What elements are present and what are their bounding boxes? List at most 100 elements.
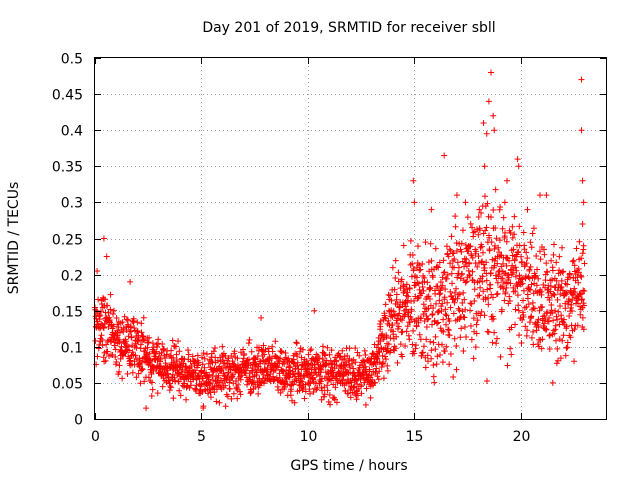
data-point	[439, 341, 446, 348]
data-point	[298, 354, 305, 361]
data-point	[446, 361, 453, 368]
data-point	[400, 242, 407, 249]
y-tick-label: 0.2	[61, 269, 83, 285]
data-point	[132, 352, 139, 359]
data-point	[432, 290, 439, 297]
data-point	[104, 348, 111, 355]
data-point	[546, 296, 553, 303]
data-point	[440, 328, 447, 335]
data-point	[327, 401, 334, 408]
data-point	[374, 373, 381, 380]
data-point	[214, 357, 221, 364]
data-point	[104, 302, 111, 309]
data-point	[249, 365, 256, 372]
data-point	[483, 224, 490, 231]
data-point	[422, 364, 429, 371]
data-point	[526, 319, 533, 326]
data-point	[476, 206, 483, 213]
data-point	[110, 310, 117, 317]
data-point	[580, 287, 587, 294]
data-point	[311, 307, 318, 314]
data-point	[492, 242, 499, 249]
data-point	[559, 244, 566, 251]
data-point	[513, 267, 520, 274]
data-point	[245, 340, 252, 347]
data-point	[456, 240, 463, 247]
data-point	[520, 287, 527, 294]
data-point	[537, 256, 544, 263]
data-point	[454, 259, 461, 266]
data-point	[99, 342, 106, 349]
data-point	[529, 299, 536, 306]
data-point	[496, 267, 503, 274]
data-point	[576, 238, 583, 245]
data-point	[110, 323, 117, 330]
data-point	[409, 341, 416, 348]
data-point	[285, 355, 292, 362]
data-point	[431, 379, 438, 386]
data-point	[440, 257, 447, 264]
data-point	[375, 341, 382, 348]
data-point	[442, 286, 449, 293]
data-point	[306, 365, 313, 372]
data-point	[237, 376, 244, 383]
data-point	[346, 345, 353, 352]
data-point	[417, 336, 424, 343]
data-point	[375, 348, 382, 355]
data-point	[522, 323, 529, 330]
data-point	[145, 374, 152, 381]
data-point	[556, 321, 563, 328]
data-point	[415, 319, 422, 326]
data-point	[336, 353, 343, 360]
data-point	[269, 348, 276, 355]
data-point	[327, 357, 334, 364]
data-point	[453, 247, 460, 254]
data-point	[449, 280, 456, 287]
data-point	[162, 360, 169, 367]
data-point	[203, 369, 210, 376]
data-point	[102, 296, 109, 303]
data-point	[404, 299, 411, 306]
data-point	[490, 315, 497, 322]
data-point	[409, 252, 416, 259]
data-point	[429, 274, 436, 281]
data-point	[307, 347, 314, 354]
data-point	[129, 369, 136, 376]
data-point	[466, 259, 473, 266]
data-point	[541, 251, 548, 258]
data-point	[548, 257, 555, 264]
data-point	[382, 301, 389, 308]
data-point	[414, 295, 421, 302]
data-point	[324, 382, 331, 389]
data-point	[321, 393, 328, 400]
data-point	[94, 267, 101, 274]
data-point	[491, 246, 498, 253]
data-point	[175, 338, 182, 345]
data-point	[432, 245, 439, 252]
data-point	[299, 378, 306, 385]
data-point	[273, 363, 280, 370]
data-point	[533, 327, 540, 334]
data-point	[546, 345, 553, 352]
data-point	[392, 311, 399, 318]
data-point	[536, 248, 543, 255]
data-point	[489, 294, 496, 301]
data-point	[464, 214, 471, 221]
data-point	[215, 372, 222, 379]
data-point	[563, 344, 570, 351]
data-point	[457, 275, 464, 282]
data-point	[216, 399, 223, 406]
data-point	[302, 388, 309, 395]
data-point	[129, 342, 136, 349]
data-point	[465, 248, 472, 255]
data-point	[376, 368, 383, 375]
data-point	[473, 330, 480, 337]
data-point	[543, 192, 550, 199]
data-point	[444, 250, 451, 257]
data-point	[280, 368, 287, 375]
data-point	[447, 304, 454, 311]
data-point	[281, 384, 288, 391]
data-point	[278, 349, 285, 356]
data-point	[567, 334, 574, 341]
data-point	[519, 316, 526, 323]
